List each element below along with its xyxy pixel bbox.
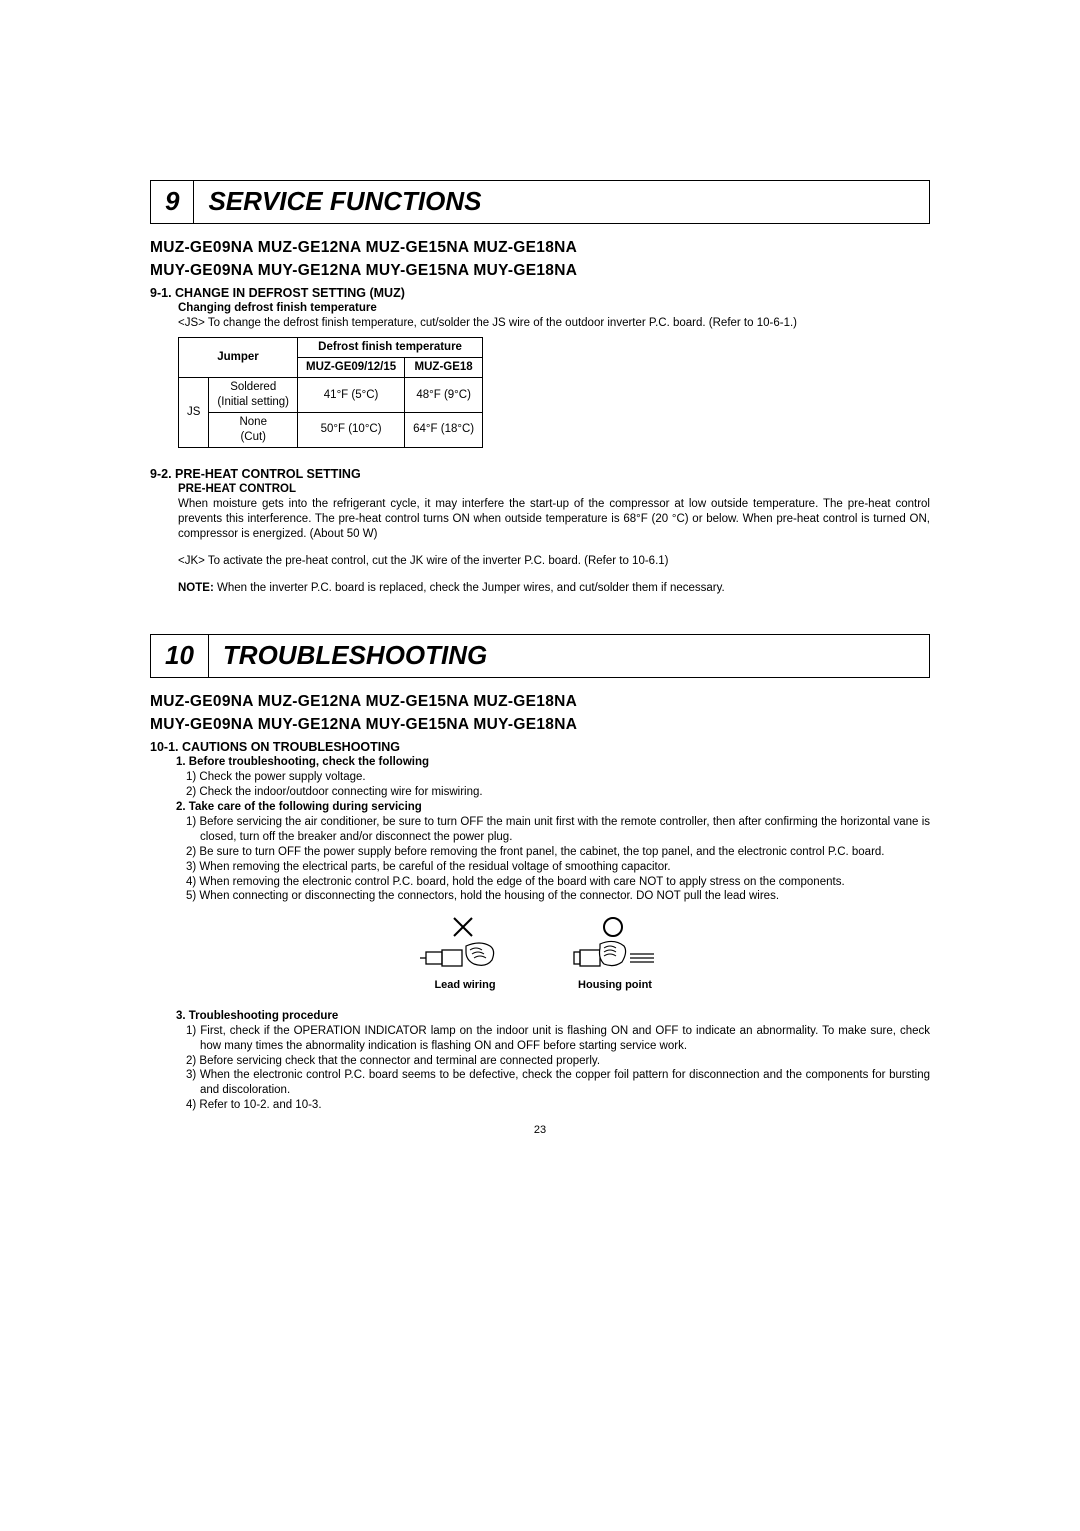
table-cell: 50°F (10°C) [298,412,405,447]
diagram-row: Lead wiring Housing point [150,916,930,992]
subsection-heading: 10-1. CAUTIONS ON TROUBLESHOOTING [150,739,930,755]
diagram-label: Lead wiring [434,979,495,991]
models-row: MUZ-GE09NA MUZ-GE12NA MUZ-GE15NA MUZ-GE1… [150,692,930,712]
body-paragraph: <JS> To change the defrost finish temper… [178,316,930,331]
section-header: 9 SERVICE FUNCTIONS [150,180,930,224]
list-item: 2) Check the indoor/outdoor connecting w… [200,785,930,800]
table-cell: 64°F (18°C) [405,412,483,447]
table-header: Defrost finish temperature [298,338,483,358]
list-item: 1) Check the power supply voltage. [200,770,930,785]
sub-sub-heading: PRE-HEAT CONTROL [178,482,930,497]
models-row: MUZ-GE09NA MUZ-GE12NA MUZ-GE15NA MUZ-GE1… [150,238,930,258]
circle-icon [570,916,660,972]
subsection-heading: 9-2. PRE-HEAT CONTROL SETTING [150,466,930,482]
note-label: NOTE: [178,582,214,594]
section-number: 9 [151,181,194,223]
list-item: 5) When connecting or disconnecting the … [200,889,930,904]
diagram-wrong: Lead wiring [420,916,510,992]
list-item: 1) Before servicing the air conditioner,… [200,815,930,845]
table-header: MUZ-GE09/12/15 [298,358,405,378]
list-item: 4) When removing the electronic control … [200,875,930,890]
table-header: MUZ-GE18 [405,358,483,378]
note-line: NOTE: When the inverter P.C. board is re… [178,581,930,596]
diagram-correct: Housing point [570,916,660,992]
table-cell: Soldered (Initial setting) [209,378,298,413]
page-number: 23 [150,1123,930,1137]
list-item: 3) When removing the electrical parts, b… [200,860,930,875]
subsection-heading: 9-1. CHANGE IN DEFROST SETTING (MUZ) [150,285,930,301]
list-header: 1. Before troubleshooting, check the fol… [186,755,930,770]
table-header: Jumper [179,338,298,378]
body-paragraph: <JK> To activate the pre-heat control, c… [178,554,930,569]
list-header: 3. Troubleshooting procedure [186,1009,930,1024]
table-cell: 41°F (5°C) [298,378,405,413]
list-item: 4) Refer to 10-2. and 10-3. [200,1098,930,1113]
section-title: TROUBLESHOOTING [209,635,929,677]
section-number: 10 [151,635,209,677]
models-row: MUY-GE09NA MUY-GE12NA MUY-GE15NA MUY-GE1… [150,715,930,735]
sub-sub-heading: Changing defrost finish temperature [178,301,930,316]
table-cell: JS [179,378,209,448]
list-item: 2) Before servicing check that the conne… [200,1054,930,1069]
defrost-table: Jumper Defrost finish temperature MUZ-GE… [178,337,483,448]
body-paragraph: When moisture gets into the refrigerant … [178,497,930,542]
models-row: MUY-GE09NA MUY-GE12NA MUY-GE15NA MUY-GE1… [150,261,930,281]
note-text: When the inverter P.C. board is replaced… [214,582,725,594]
diagram-label: Housing point [578,979,652,991]
list-item: 2) Be sure to turn OFF the power supply … [200,845,930,860]
section-title: SERVICE FUNCTIONS [194,181,929,223]
table-cell: None (Cut) [209,412,298,447]
cross-icon [420,916,510,972]
list-header: 2. Take care of the following during ser… [186,800,930,815]
section-header: 10 TROUBLESHOOTING [150,634,930,678]
list-item: 3) When the electronic control P.C. boar… [200,1068,930,1098]
list-item: 1) First, check if the OPERATION INDICAT… [200,1024,930,1054]
table-cell: 48°F (9°C) [405,378,483,413]
